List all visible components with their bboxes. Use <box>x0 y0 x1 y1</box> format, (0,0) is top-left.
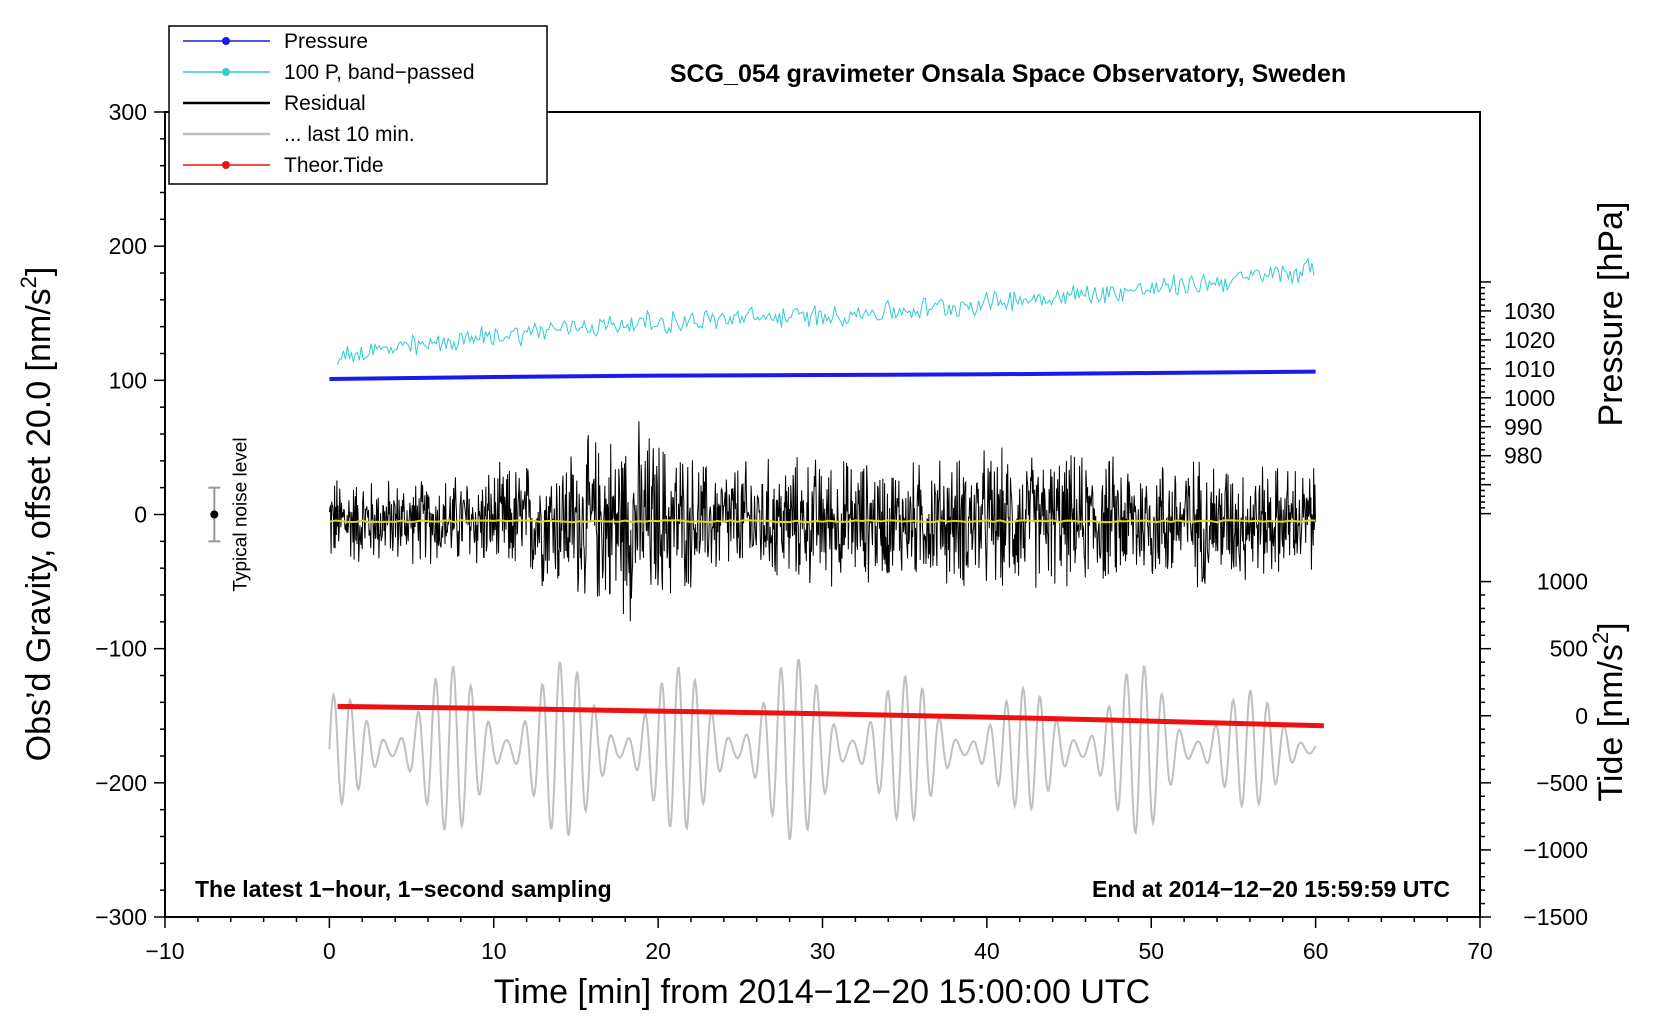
legend-marker <box>222 161 230 169</box>
y-tick-label: −100 <box>95 636 147 662</box>
tide-tick-label: 0 <box>1575 703 1588 729</box>
tide-tick-label: 1000 <box>1537 569 1588 595</box>
y-axis-label-text: Obs’d Gravity, offset 20.0 [nm/s <box>20 288 58 761</box>
tide-tick-label: 500 <box>1550 636 1588 662</box>
x-tick-label: 10 <box>481 938 507 964</box>
x-tick-label: 0 <box>323 938 336 964</box>
noise-dot <box>210 510 219 519</box>
y-axis-label-sup: 2 <box>16 276 41 288</box>
pressure-tick-label: 1000 <box>1504 385 1555 411</box>
legend-label: Residual <box>284 92 366 115</box>
x-tick-label: 70 <box>1467 938 1493 964</box>
sampling-note: The latest 1−hour, 1−second sampling <box>195 876 612 902</box>
noise-indicator: Typical noise level <box>208 437 251 592</box>
y-axis-label-close: ] <box>20 267 58 276</box>
legend-label: 100 P, band−passed <box>284 61 475 84</box>
x-tick-label: 50 <box>1138 938 1164 964</box>
legend-label: Theor.Tide <box>284 154 384 177</box>
chart-title: SCG_054 gravimeter Onsala Space Observat… <box>670 60 1346 88</box>
tide-axis-label-sup: 2 <box>1588 632 1613 644</box>
y-tick-label: 100 <box>109 367 147 393</box>
series-residual-mean-line <box>329 519 1316 524</box>
pressure-axis-label: Pressure [hPa] <box>1592 202 1630 427</box>
x-tick-label: 20 <box>645 938 671 964</box>
legend-label: ... last 10 min. <box>284 123 415 146</box>
x-tick-label: 40 <box>974 938 1000 964</box>
y-tick-label: 200 <box>109 233 147 259</box>
pressure-tick-label: 1010 <box>1504 356 1555 382</box>
legend-marker <box>222 68 230 76</box>
y-tick-label: −200 <box>95 770 147 796</box>
y-tick-label: −300 <box>95 904 147 930</box>
axes: −10 0 10 20 30 40 50 60 70−300−200−1000100200300… <box>95 99 1588 964</box>
y-tick-label: 300 <box>109 99 147 125</box>
y-axis-label: Obs’d Gravity, offset 20.0 [nm/s2] <box>16 267 58 762</box>
tide-tick-label: −1000 <box>1523 837 1588 863</box>
tide-tick-label: −500 <box>1536 770 1588 796</box>
legend: Pressure 100 P, band−passed Residual ... la… <box>168 25 548 185</box>
legend-box <box>168 25 548 185</box>
tide-axis-label-close: ] <box>1592 622 1630 631</box>
end-time-note: End at 2014−12−20 15:59:59 UTC <box>1092 876 1450 902</box>
x-tick-label: −10 <box>145 938 184 964</box>
legend-marker <box>222 37 230 45</box>
noise-label: Typical noise level <box>230 437 251 591</box>
x-tick-label: 60 <box>1303 938 1329 964</box>
x-tick-label: 30 <box>810 938 836 964</box>
series-band-passed-line <box>337 256 1315 365</box>
series-last-10-min-line <box>328 658 1317 840</box>
pressure-tick-label: 1030 <box>1504 298 1555 324</box>
tide-axis-label-text: Tide [nm/s <box>1592 644 1630 801</box>
tide-axis-label: Tide [nm/s2] <box>1588 622 1630 801</box>
tide-tick-label: −1500 <box>1523 904 1588 930</box>
series-pressure-line <box>329 369 1316 381</box>
x-axis-label: Time [min] from 2014−12−20 15:00:00 UTC <box>494 973 1150 1011</box>
series-residual-line <box>328 421 1316 622</box>
pressure-tick-label: 980 <box>1504 443 1542 469</box>
series-tide-line <box>337 703 1324 729</box>
pressure-tick-label: 1020 <box>1504 327 1555 353</box>
series-layer <box>328 256 1324 840</box>
legend-label: Pressure <box>284 30 368 53</box>
pressure-tick-label: 990 <box>1504 414 1542 440</box>
y-tick-label: 0 <box>134 502 147 528</box>
